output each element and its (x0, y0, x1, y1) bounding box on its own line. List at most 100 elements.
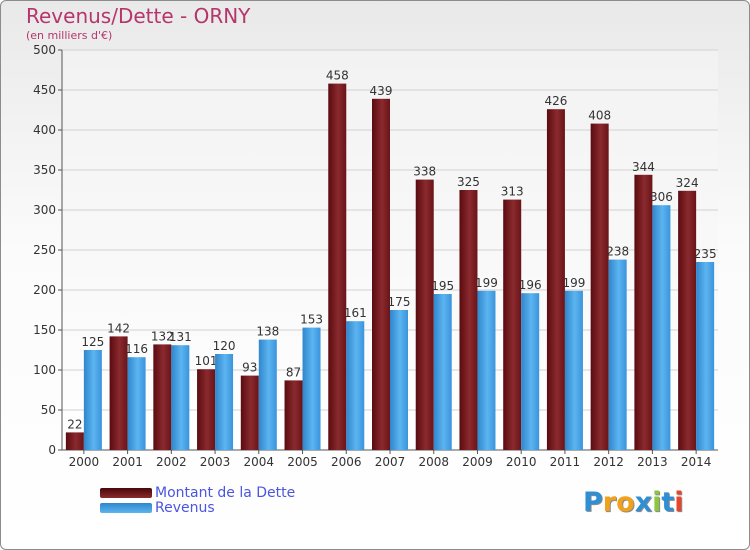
y-tick-label: 500 (33, 43, 56, 57)
data-label-dette: 344 (632, 160, 655, 174)
x-tick-label: 2006 (331, 455, 362, 469)
bar-dette (590, 123, 609, 450)
bar-revenus (696, 262, 715, 450)
logo-letter: t (661, 487, 675, 518)
x-tick-label: 2010 (506, 455, 537, 469)
bar-dette (634, 174, 653, 451)
x-tick-label: 2008 (418, 455, 449, 469)
chart-title: Revenus/Dette - ORNY (26, 4, 251, 28)
logo-letter: i (674, 487, 684, 518)
bar-dette (328, 83, 347, 450)
data-label-dette: 142 (107, 321, 130, 335)
bar-revenus (433, 294, 452, 450)
bar-revenus (521, 293, 540, 450)
data-label-dette: 101 (195, 354, 218, 368)
legend-swatch-dette (100, 488, 152, 498)
x-tick-label: 2002 (156, 455, 187, 469)
data-label-revenus: 306 (650, 190, 673, 204)
data-label-revenus: 131 (169, 330, 192, 344)
legend-swatch-revenus (100, 503, 152, 513)
y-tick-label: 100 (33, 363, 56, 377)
y-tick-label: 150 (33, 323, 56, 337)
data-label-dette: 313 (501, 185, 524, 199)
data-label-revenus: 196 (519, 278, 542, 292)
bar-revenus (215, 354, 234, 450)
bar-revenus (390, 310, 408, 450)
data-label-dette: 22 (67, 417, 82, 431)
bar-dette (372, 98, 390, 451)
y-tick-label: 200 (33, 283, 56, 297)
x-tick-label: 2014 (681, 455, 712, 469)
bar-revenus (346, 321, 365, 450)
bar-dette (546, 109, 565, 450)
logo-letter: o (616, 487, 635, 518)
data-label-dette: 439 (370, 84, 393, 98)
chart-subtitle: (en milliers d'€) (26, 29, 113, 42)
x-tick-label: 2007 (375, 455, 406, 469)
data-label-revenus: 161 (344, 306, 367, 320)
data-label-revenus: 199 (475, 276, 498, 290)
x-tick-label: 2000 (69, 455, 100, 469)
data-label-dette: 93 (242, 361, 257, 375)
bar-dette (284, 380, 303, 450)
bar-dette (415, 179, 434, 450)
bar-dette (503, 199, 522, 450)
bar-dette (197, 369, 216, 450)
bar-dette (65, 432, 84, 450)
x-tick-label: 2012 (593, 455, 624, 469)
y-tick-label: 50 (41, 403, 56, 417)
legend-label-dette: Montant de la Dette (155, 485, 296, 501)
bar-revenus (171, 345, 190, 450)
data-label-revenus: 120 (213, 339, 236, 353)
bar-dette (109, 336, 128, 450)
bar-dette (240, 375, 259, 450)
x-tick-label: 2005 (287, 455, 318, 469)
y-tick-label: 0 (48, 443, 56, 457)
y-tick-label: 250 (33, 243, 56, 257)
proxiti-logo: Proxiti (583, 487, 684, 518)
data-label-revenus: 238 (606, 245, 629, 259)
legend-label-revenus: Revenus (155, 500, 215, 516)
bar-revenus (652, 205, 671, 450)
data-label-revenus: 235 (694, 247, 717, 261)
logo-letter: P (583, 487, 603, 518)
y-tick-label: 300 (33, 203, 56, 217)
bar-revenus (608, 259, 627, 450)
y-tick-label: 350 (33, 163, 56, 177)
data-label-dette: 408 (588, 109, 611, 123)
y-tick-label: 400 (33, 123, 56, 137)
x-tick-label: 2009 (462, 455, 493, 469)
x-tick-label: 2013 (637, 455, 668, 469)
logo-letter: r (602, 487, 617, 518)
bar-revenus (258, 339, 277, 450)
data-label-dette: 325 (457, 175, 480, 189)
data-label-dette: 458 (326, 69, 349, 83)
data-label-revenus: 195 (431, 279, 454, 293)
x-tick-label: 2001 (112, 455, 143, 469)
bar-dette (678, 190, 697, 451)
data-label-revenus: 153 (300, 313, 323, 327)
data-label-revenus: 175 (388, 295, 411, 309)
data-label-revenus: 125 (81, 335, 104, 349)
data-label-revenus: 199 (562, 276, 585, 290)
data-label-dette: 324 (676, 176, 699, 190)
bar-dette (459, 190, 478, 450)
x-tick-label: 2011 (550, 455, 581, 469)
bar-revenus (564, 290, 583, 450)
data-label-revenus: 116 (125, 342, 148, 356)
bar-revenus (83, 350, 102, 450)
bar-dette (153, 344, 172, 450)
data-label-dette: 87 (286, 365, 301, 379)
y-tick-label: 450 (33, 83, 56, 97)
logo-letter: i (652, 487, 662, 518)
x-tick-label: 2004 (244, 455, 275, 469)
data-label-dette: 132 (151, 329, 174, 343)
bar-revenus (302, 327, 321, 450)
bar-revenus (477, 290, 496, 450)
x-tick-label: 2003 (200, 455, 231, 469)
bar-revenus (127, 357, 146, 450)
logo-letter: x (634, 487, 653, 518)
data-label-dette: 426 (544, 94, 567, 108)
data-label-dette: 338 (413, 165, 436, 179)
